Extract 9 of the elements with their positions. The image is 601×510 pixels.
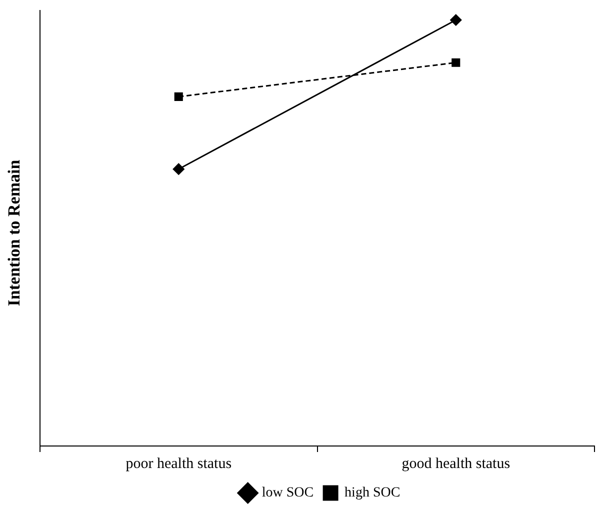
point (174, 92, 183, 101)
point (172, 163, 184, 175)
point (452, 58, 460, 67)
x-tick-label: good health status (402, 456, 510, 472)
legend-label: high SOC (344, 486, 400, 501)
y-axis-title: Intention to Remain (4, 159, 24, 306)
point (450, 14, 462, 26)
x-tick-label: poor health status (126, 456, 232, 472)
legend-label: low SOC (262, 486, 314, 501)
